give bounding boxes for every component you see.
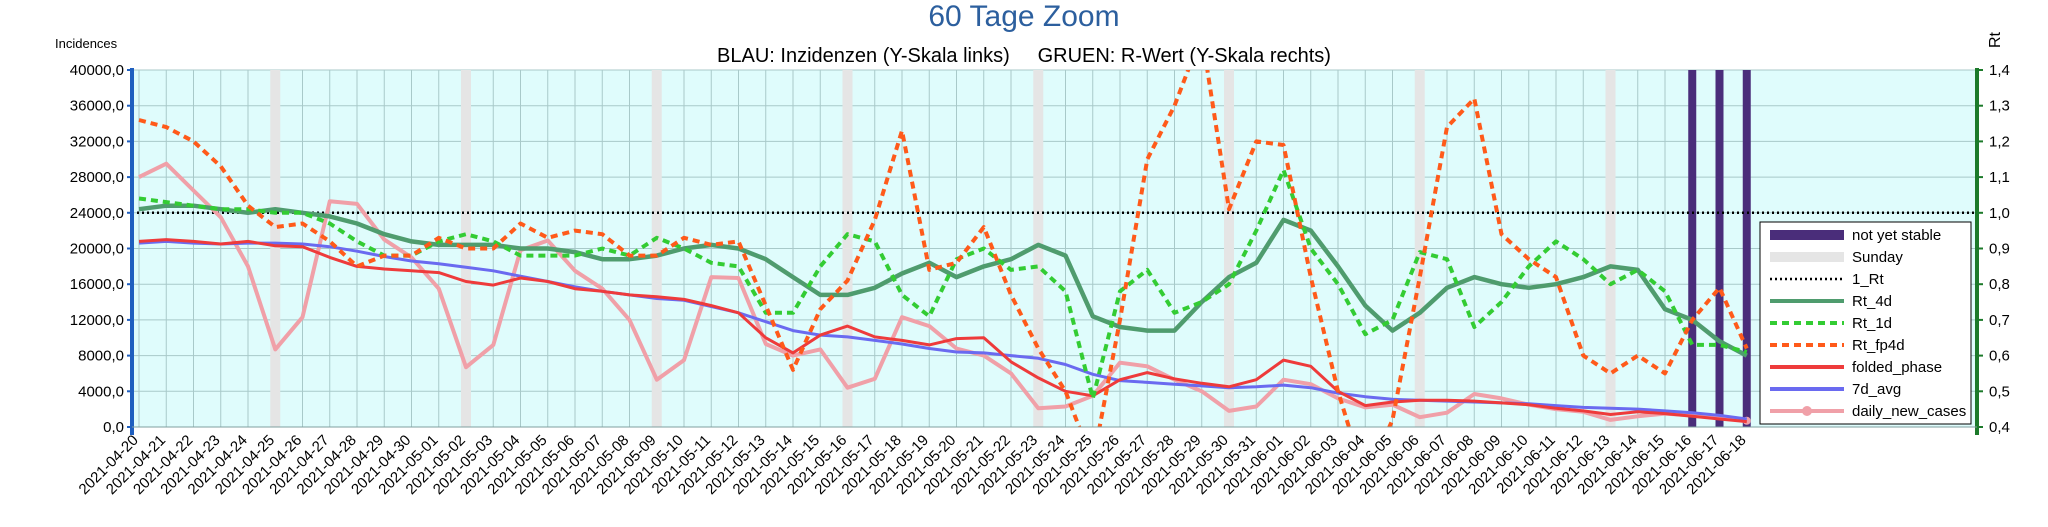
- y-tick-label-left: 16000,0: [70, 276, 124, 293]
- not-yet-stable-bar: [1688, 70, 1697, 427]
- sunday-band: [1414, 70, 1425, 427]
- y-tick-label-left: 0,0: [103, 419, 124, 436]
- right-axis-label: Rt: [1987, 31, 2004, 48]
- legend: not yet stable Sunday 1_Rt Rt_4d Rt_1d Rt_fp4…: [1759, 221, 1972, 425]
- y-tick-label-left: 4000,0: [78, 383, 124, 400]
- sunday-band: [1224, 70, 1234, 427]
- y-tick-label-right: 1,2: [1989, 133, 2010, 150]
- y-tick-label-left: 20000,0: [70, 241, 124, 258]
- y-tick-label-right: 0,7: [1989, 312, 2010, 329]
- y-tick-label-right: 0,4: [1989, 419, 2010, 436]
- y-tick-label-left: 24000,0: [70, 205, 124, 222]
- series-line-folded-phase: [138, 238, 1747, 424]
- legend-entry-label: folded_phase: [1852, 359, 1942, 376]
- legend-marker: [1802, 406, 1812, 416]
- legend-entry-label: Rt_fp4d: [1852, 337, 1905, 354]
- legend-entry-label: daily_new_cases: [1852, 403, 1966, 420]
- y-tick-label-left: 8000,0: [78, 348, 124, 365]
- y-tick-label-right: 0,6: [1989, 348, 2010, 365]
- sunday-band: [461, 70, 471, 427]
- legend-entry-label: Rt_4d: [1852, 293, 1892, 310]
- y-tick-label-left: 12000,0: [70, 312, 124, 329]
- y-tick-label-right: 0,9: [1989, 241, 2010, 258]
- legend-swatch: [1770, 252, 1844, 262]
- y-tick-label-right: 0,8: [1989, 276, 2010, 293]
- chart-title: 60 Tage Zoom: [928, 0, 1119, 33]
- y-tick-label-left: 36000,0: [70, 98, 124, 115]
- not-yet-stable-bar: [1742, 70, 1751, 427]
- sunday-band: [1605, 70, 1616, 427]
- y-tick-label-left: 28000,0: [70, 169, 124, 186]
- sunday-band: [1033, 70, 1044, 427]
- y-tick-label-right: 1,0: [1989, 205, 2010, 222]
- left-axis-label: Incidences: [55, 36, 118, 51]
- y-tick-label-right: 1,3: [1989, 98, 2010, 115]
- series-line-Rt-4d: [138, 203, 1748, 358]
- y-tick-label-right: 1,1: [1989, 169, 2010, 186]
- legend-entry-label: not yet stable: [1852, 227, 1941, 244]
- y-tick-label-right: 1,4: [1989, 62, 2010, 79]
- legend-entry-label: Sunday: [1852, 249, 1903, 266]
- legend-swatch: [1770, 230, 1844, 240]
- y-tick-label-left: 40000,0: [70, 62, 124, 79]
- sunday-band: [651, 70, 662, 427]
- y-tick-label-right: 0,5: [1989, 383, 2010, 400]
- legend-entry-label: Rt_1d: [1852, 315, 1892, 332]
- not-yet-stable-bar: [1715, 70, 1724, 427]
- sunday-band: [842, 70, 853, 427]
- legend-entry-label: 7d_avg: [1852, 381, 1901, 398]
- legend-entry-label: 1_Rt: [1852, 271, 1885, 288]
- series-group: [138, 70, 1751, 427]
- series-line-Rt-fp4d: [138, 70, 1749, 427]
- chart-subtitle: BLAU: Inzidenzen (Y-Skala links) GRUEN: …: [717, 45, 1331, 67]
- y-tick-label-left: 32000,0: [70, 133, 124, 150]
- sunday-band: [270, 70, 281, 427]
